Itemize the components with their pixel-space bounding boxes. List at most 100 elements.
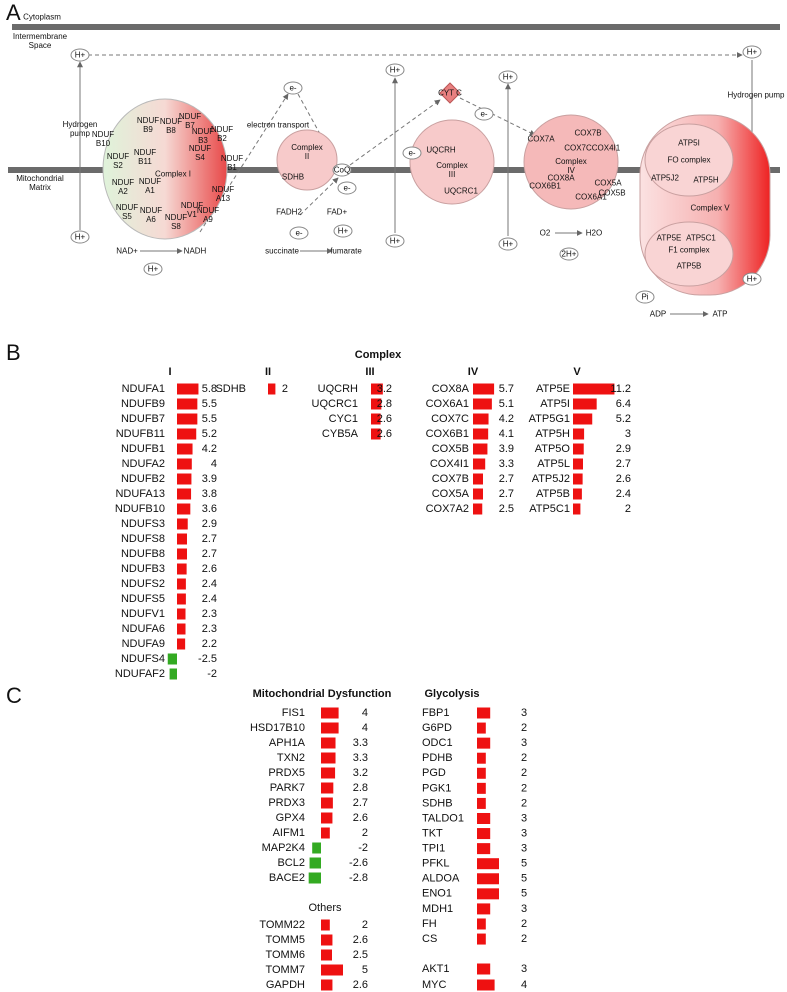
bar [473, 458, 486, 470]
node-oval [70, 230, 90, 244]
bar [477, 918, 486, 930]
value-label: 2.4 [202, 593, 217, 605]
bar [177, 608, 186, 620]
diagram-label: H+ [337, 226, 349, 236]
category-label: COX7A2 [426, 503, 469, 515]
category-label: ATP5O [535, 443, 571, 455]
chart-title: IV [468, 366, 479, 378]
value-label: 3 [521, 843, 527, 855]
bar [177, 593, 186, 605]
bar [321, 722, 339, 734]
diagram-label: Hydrogen pump [62, 120, 98, 138]
value-label: 6.4 [616, 398, 631, 410]
bar [477, 979, 495, 991]
value-label: 5 [521, 858, 527, 870]
bar [177, 428, 197, 440]
bar [573, 458, 583, 470]
diagram-label: NDUF A1 [138, 177, 162, 195]
diagram-label: Complex II [291, 143, 323, 161]
bar [177, 503, 191, 515]
diagram-label: ATP5C1 [686, 233, 716, 243]
bar [573, 473, 583, 485]
category-label: BCL2 [277, 857, 305, 869]
diagram-label: H+ [389, 236, 401, 246]
category-label: ATP5J2 [532, 473, 570, 485]
bar [473, 473, 483, 485]
value-label: 2.7 [499, 473, 514, 485]
bar [177, 533, 187, 545]
diagram-label: SDHB [281, 172, 305, 182]
value-label: 4 [521, 979, 527, 991]
bar [177, 398, 198, 410]
diagram-label: COX5B [598, 188, 626, 198]
bar [321, 919, 330, 931]
value-label: 2.7 [202, 548, 217, 560]
category-label: COX4I1 [430, 458, 469, 470]
value-label: 3.8 [202, 488, 217, 500]
category-label: FBP1 [422, 707, 450, 719]
category-label: TALDO1 [422, 812, 464, 824]
value-label: 2.4 [616, 488, 631, 500]
value-label: 2.6 [377, 413, 392, 425]
category-label: COX6B1 [426, 428, 469, 440]
bar [321, 782, 334, 794]
bar [321, 797, 333, 809]
bar [177, 443, 193, 455]
diagram-label: ATP5H [693, 175, 719, 185]
category-label: COX7C [431, 413, 469, 425]
value-label: -2 [207, 668, 217, 680]
category-label: TPI1 [422, 843, 445, 855]
panel-letter: B [6, 340, 21, 365]
category-label: ATP5B [536, 488, 570, 500]
bar [477, 782, 486, 794]
category-label: NDUFA9 [122, 638, 165, 650]
diagram-label: UQCRH [426, 145, 456, 155]
value-label: 3.2 [353, 767, 368, 779]
diagram-label: COX4I1 [591, 143, 621, 153]
bar [477, 888, 499, 900]
category-label: NDUFS3 [121, 518, 165, 530]
diagram-label: F1 complex [668, 245, 710, 255]
category-label: TOMM7 [265, 964, 305, 976]
value-label: 2.6 [616, 473, 631, 485]
value-label: 3 [625, 428, 631, 440]
node-oval [559, 247, 579, 261]
bar [477, 858, 499, 870]
bar [573, 428, 585, 440]
value-label: 5.2 [616, 413, 631, 425]
value-label: 2.7 [616, 458, 631, 470]
category-label: NDUFB3 [121, 563, 165, 575]
category-label: TOMM6 [265, 949, 305, 961]
diagram-label: UQCRC1 [444, 186, 478, 196]
bar [477, 722, 486, 734]
category-label: TXN2 [277, 752, 305, 764]
category-label: GAPDH [266, 979, 305, 991]
category-label: TOMM5 [265, 934, 305, 946]
diagram-label: H+ [746, 47, 758, 57]
category-label: NDUFA1 [122, 383, 165, 395]
diagram-label: e- [295, 228, 303, 238]
value-label: 5.5 [202, 413, 217, 425]
diagram-label: ATP5B [676, 261, 702, 271]
category-label: COX6A1 [426, 398, 469, 410]
category-label: MAP2K4 [262, 842, 305, 854]
node-oval [402, 146, 422, 160]
category-label: NDUFB11 [116, 428, 165, 440]
electron-path [299, 177, 339, 216]
value-label: 2.4 [202, 578, 217, 590]
category-label: NDUFB8 [121, 548, 165, 560]
chart-title: Others [308, 902, 342, 914]
value-label: 3.3 [353, 752, 368, 764]
bar [573, 488, 582, 500]
diagram-label: COX7C [564, 143, 592, 153]
bar [477, 903, 491, 915]
value-label: 2 [521, 933, 527, 945]
bar [177, 458, 192, 470]
category-label: NDUFB2 [121, 473, 165, 485]
value-label: 2.7 [499, 488, 514, 500]
bar [177, 473, 192, 485]
value-label: 3 [521, 707, 527, 719]
node-oval [385, 63, 405, 77]
